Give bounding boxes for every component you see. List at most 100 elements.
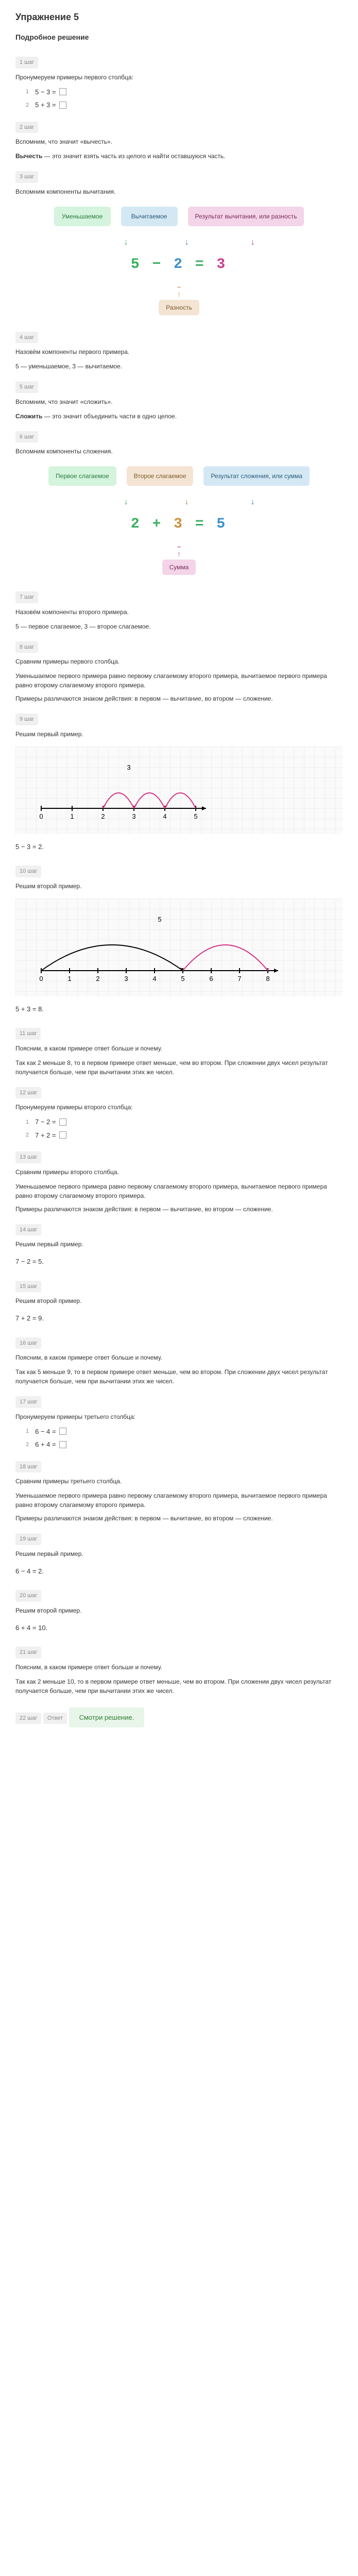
b: 2 [174, 257, 184, 273]
minuend-label: Уменьшаемое [54, 207, 111, 226]
arrow-down-icon: ↓ [124, 496, 128, 509]
svg-text:3: 3 [124, 975, 128, 982]
idx-2: 2 [26, 1131, 29, 1140]
svg-text:3: 3 [132, 812, 135, 820]
step-13-label: 13 шаг [15, 1151, 41, 1163]
brace: ⎵↑ Сумма [15, 538, 343, 575]
arrow-down-icon: ↓ [185, 236, 189, 249]
result-6: 6 + 4 = 10. [15, 1623, 343, 1633]
c: 5 [216, 516, 227, 532]
step-4-label: 4 шаг [15, 332, 38, 344]
step-20-text: Решим второй пример. [15, 1606, 343, 1615]
step-21-text: Поясним, в каком примере ответ больше и … [15, 1663, 343, 1672]
svg-text:8: 8 [266, 975, 269, 982]
step-19-label: 19 шаг [15, 1533, 41, 1545]
eq-text: 5 − 3 = [35, 87, 56, 97]
step-10-label: 10 шаг [15, 866, 41, 877]
a: 5 [131, 257, 142, 273]
explain3: Так как 2 меньше 10, то в первом примере… [15, 1677, 343, 1696]
col2-equations: 1 7 − 2 = 2 7 + 2 = [26, 1117, 343, 1140]
sum-label: Сумма [162, 560, 196, 575]
col1-eq1: 1 5 − 3 = [26, 87, 343, 97]
term: Вычесть [15, 152, 42, 160]
svg-text:0: 0 [39, 812, 43, 820]
compare1a: Уменьшаемое первого примера равно первом… [15, 671, 343, 690]
b: 3 [174, 516, 184, 532]
eq: = [195, 516, 206, 532]
add-equation: 2 + 3 = 5 [15, 514, 343, 535]
numberline-1: 0123453 [15, 747, 343, 834]
compare2a: Уменьшаемое первого примера равно первом… [15, 1182, 343, 1200]
step-16-text: Поясним, в каком примере ответ больше и … [15, 1353, 343, 1362]
step-15-label: 15 шаг [15, 1281, 41, 1293]
svg-text:5: 5 [194, 812, 197, 820]
svg-text:1: 1 [70, 812, 74, 820]
compare2b: Примеры различаются знаком действия: в п… [15, 1205, 343, 1214]
col3-eq1: 16 − 4 = [26, 1427, 343, 1437]
eq: = [195, 257, 206, 273]
step-12-text: Пронумеруем примеры второго столбца: [15, 1103, 343, 1112]
step-7-text: Назовём компоненты второго примера. [15, 607, 343, 617]
subtraction-diagram: Уменьшаемое Вычитаемое Результат вычитан… [15, 207, 343, 315]
compare3b: Примеры различаются знаком действия: в п… [15, 1514, 343, 1523]
eq-text: 6 + 4 = [35, 1439, 56, 1450]
brace-arrow-icon: ⎵↑ [15, 538, 343, 560]
brace-arrow-icon: ⎵↑ [15, 278, 343, 300]
def-add: Сложить — это значит объединить части в … [15, 412, 343, 421]
step-20-label: 20 шаг [15, 1590, 41, 1602]
idx-2: 2 [26, 1440, 29, 1449]
step-17-label: 17 шаг [15, 1396, 41, 1408]
comp2: 5 — первое слагаемое, 3 — второе слагаем… [15, 622, 343, 631]
body: — это значит объединить части в одно цел… [42, 413, 176, 420]
step-18-label: 18 шаг [15, 1461, 41, 1473]
step-9-label: 9 шаг [15, 714, 38, 725]
idx-1: 1 [26, 1427, 29, 1436]
term: Сложить [15, 413, 42, 420]
svg-text:6: 6 [209, 975, 213, 982]
step-1-label: 1 шаг [15, 57, 38, 69]
arrow-down-icon: ↓ [185, 496, 189, 509]
svg-text:0: 0 [39, 975, 43, 982]
svg-text:4: 4 [163, 812, 166, 820]
eq-text: 7 + 2 = [35, 1130, 56, 1141]
answer-box [59, 1131, 66, 1139]
idx-1: 1 [26, 1118, 29, 1127]
svg-text:1: 1 [67, 975, 71, 982]
numberline-svg-1: 0123453 [26, 762, 232, 824]
answer-box [59, 101, 66, 109]
subtrahend-label: Вычитаемое [121, 207, 178, 226]
svg-text:2: 2 [96, 975, 99, 982]
comp1: 5 — уменьшаемое, 3 — вычитаемое. [15, 362, 343, 371]
first-addend-label: Первое слагаемое [48, 466, 116, 486]
eq-text: 5 + 3 = [35, 100, 56, 110]
result-1: 5 − 3 = 2. [15, 842, 343, 852]
svg-text:4: 4 [152, 975, 156, 982]
col2-eq2: 2 7 + 2 = [26, 1130, 343, 1141]
idx-1: 1 [26, 88, 29, 96]
step-18-text: Сравним примеры третьего столбца. [15, 1477, 343, 1486]
svg-text:2: 2 [101, 812, 105, 820]
step-3-text: Вспомним компоненты вычитания. [15, 187, 343, 196]
step-7-label: 7 шаг [15, 591, 38, 603]
result-2: 5 + 3 = 8. [15, 1004, 343, 1014]
step-11-text: Поясним, в каком примере ответ больше и … [15, 1044, 343, 1053]
step-2-label: 2 шаг [15, 122, 38, 133]
step-14-label: 14 шаг [15, 1224, 41, 1236]
col3-equations: 16 − 4 = 2 6 + 4 = [26, 1427, 343, 1450]
arrow-down-icon: ↓ [251, 236, 255, 249]
col2-eq1: 1 7 − 2 = [26, 1117, 343, 1127]
result-3: 7 − 2 = 5. [15, 1257, 343, 1267]
page-title: Упражнение 5 [15, 10, 343, 24]
answer-button[interactable]: Смотри решение. [69, 1707, 145, 1728]
col1-eq2: 2 5 + 3 = [26, 100, 343, 110]
answer-box [59, 88, 66, 95]
subtitle: Подробное решение [15, 32, 343, 43]
addition-diagram: Первое слагаемое Второе слагаемое Резуль… [15, 466, 343, 575]
step-22-label: 22 шаг [15, 1713, 41, 1724]
step-2-text: Вспомним, что значит «вычесть». [15, 137, 343, 146]
answer-box [59, 1118, 66, 1126]
step-19-text: Решим первый пример. [15, 1549, 343, 1558]
idx-2: 2 [26, 101, 29, 110]
arrow-down-icon: ↓ [251, 496, 255, 509]
eq-text: 7 − 2 = [35, 1117, 56, 1127]
